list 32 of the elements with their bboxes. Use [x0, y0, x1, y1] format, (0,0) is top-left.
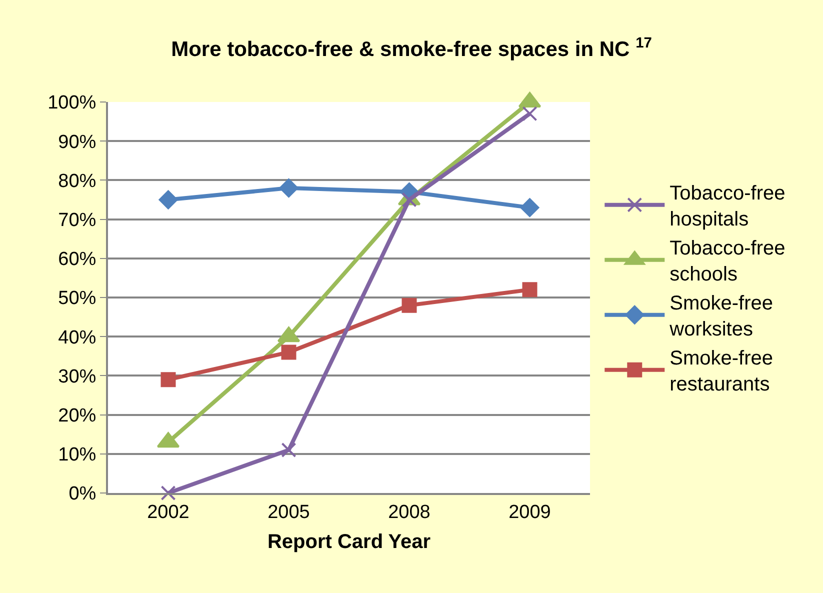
y-tick-label: 30%	[58, 366, 96, 388]
legend-label: Tobacco-free hospitals	[670, 182, 786, 231]
y-tick-label: 50%	[58, 288, 96, 310]
point	[402, 298, 417, 313]
y-tick-label: 100%	[48, 92, 96, 114]
y-tick-label: 80%	[58, 170, 96, 192]
x-axis-title: Report Card Year	[267, 530, 431, 553]
point	[160, 372, 176, 388]
y-tick-label: 10%	[58, 444, 96, 466]
legend-label: Smoke-free restaurants	[670, 348, 774, 396]
point	[522, 282, 538, 298]
point	[158, 190, 178, 210]
y-tick-label: 90%	[58, 132, 96, 153]
y-tick-label: 20%	[58, 405, 96, 426]
y-tick-label: 0%	[68, 484, 96, 505]
y-tick-label: 60%	[58, 249, 96, 270]
x-tick-label: 2005	[268, 502, 310, 523]
point	[520, 198, 540, 218]
legend-label: Tobacco-free schools	[670, 238, 786, 286]
point	[279, 178, 298, 198]
x-tick-label: 2002	[147, 502, 190, 523]
y-tick-label: 70%	[58, 210, 96, 231]
chart-title: More tobacco-free & smoke-free spaces in NC $^{17}$	[171, 35, 652, 62]
x-tick-label: 2009	[508, 502, 551, 523]
legend-label: Smoke-free worksites	[668, 292, 774, 341]
x-tick-label: 2008	[388, 502, 430, 523]
point	[281, 442, 296, 458]
point	[522, 106, 538, 122]
point	[281, 344, 296, 360]
y-tick-label: 40%	[58, 327, 96, 348]
point	[402, 192, 417, 208]
point	[160, 486, 176, 500]
